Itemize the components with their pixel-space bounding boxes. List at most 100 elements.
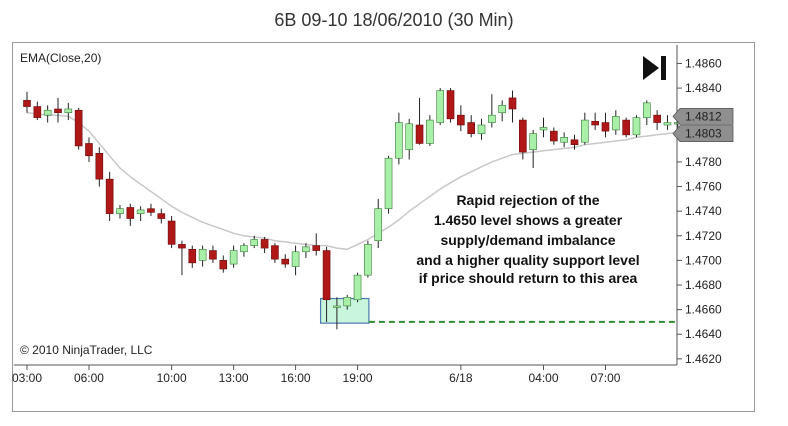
candle-body-down bbox=[415, 124, 424, 144]
candle-body-up bbox=[539, 127, 548, 131]
candle-body-up bbox=[64, 108, 73, 113]
chart-title: 6B 09-10 18/06/2010 (30 Min) bbox=[274, 10, 514, 30]
candle-body-down bbox=[467, 122, 475, 134]
candle-body-down bbox=[653, 114, 661, 123]
candle bbox=[302, 243, 310, 258]
candle bbox=[147, 203, 155, 217]
candle bbox=[260, 237, 269, 253]
candle-body-down bbox=[312, 245, 321, 251]
time-tick-label: 19:00 bbox=[343, 371, 373, 385]
candle-body-down bbox=[601, 122, 610, 132]
candle bbox=[250, 235, 259, 249]
candle bbox=[529, 129, 537, 169]
candle bbox=[374, 198, 383, 249]
candle bbox=[85, 137, 93, 162]
candle bbox=[333, 297, 341, 330]
candle-body-down bbox=[23, 100, 31, 107]
candle bbox=[519, 117, 527, 160]
candle-body-down bbox=[550, 130, 558, 142]
candle-body-up bbox=[374, 208, 383, 241]
candle bbox=[126, 203, 135, 226]
time-tick-label: 07:00 bbox=[590, 371, 620, 385]
candle-body-up bbox=[302, 246, 310, 253]
ema-price-tag-label: 1.4803 bbox=[685, 127, 722, 141]
price-tick-label: 1.4700 bbox=[685, 253, 722, 267]
candle bbox=[353, 272, 362, 303]
candle bbox=[178, 240, 186, 276]
candle-body-up bbox=[353, 274, 362, 301]
candle bbox=[136, 206, 145, 221]
candle bbox=[601, 112, 610, 138]
candle-body-down bbox=[85, 143, 93, 157]
candle-body-down bbox=[271, 245, 279, 260]
candle bbox=[271, 243, 279, 263]
candle-body-up bbox=[229, 250, 238, 265]
candle bbox=[591, 112, 599, 130]
price-tick-label: 1.4680 bbox=[685, 278, 722, 292]
candle-body-up bbox=[498, 105, 506, 113]
candle-body-down bbox=[95, 153, 104, 180]
candle bbox=[281, 254, 290, 268]
candle-body-up bbox=[384, 157, 393, 209]
text-layer: EMA(Close,20) © 2010 NinjaTrader, LLC bbox=[20, 51, 153, 357]
candle bbox=[457, 105, 465, 132]
price-tags: 1.4803 1.4812 bbox=[672, 107, 734, 143]
candle bbox=[23, 91, 31, 113]
candle bbox=[54, 97, 62, 123]
candle bbox=[219, 255, 228, 273]
last-price-tag-shape bbox=[672, 107, 734, 125]
candle-body-up bbox=[198, 249, 207, 261]
candle-body-down bbox=[281, 258, 290, 265]
time-tick-label: 03:00 bbox=[12, 371, 42, 385]
candle bbox=[384, 155, 393, 214]
candle-body-up bbox=[436, 90, 445, 123]
candle-body-down bbox=[260, 239, 269, 249]
candle-body-down bbox=[105, 178, 114, 214]
candle-body-up bbox=[560, 137, 568, 143]
candle bbox=[663, 115, 672, 130]
price-tick-label: 1.4720 bbox=[685, 229, 722, 243]
time-tick-label: 13:00 bbox=[219, 371, 249, 385]
candle-body-up bbox=[364, 244, 372, 276]
candle-body-up bbox=[333, 305, 341, 308]
annotation-line: and a higher quality support level bbox=[416, 252, 639, 268]
candle bbox=[188, 245, 197, 268]
candle-body-down bbox=[322, 250, 331, 301]
candle bbox=[446, 88, 455, 123]
play-to-end-icon[interactable] bbox=[643, 56, 666, 80]
candle bbox=[343, 294, 352, 310]
price-tick-label: 1.4760 bbox=[685, 180, 722, 194]
candle bbox=[229, 245, 238, 268]
candle bbox=[157, 208, 166, 224]
price-tick-label: 1.4840 bbox=[685, 81, 722, 95]
candle-layer bbox=[23, 88, 682, 330]
highlight-layer bbox=[319, 297, 675, 324]
annotation-line: if price should return to this area bbox=[419, 270, 638, 286]
candle-body-down bbox=[74, 109, 83, 147]
candle bbox=[209, 245, 217, 263]
candle-body-up bbox=[43, 109, 52, 116]
time-tick-label: 10:00 bbox=[157, 371, 187, 385]
candle bbox=[105, 171, 114, 221]
copyright-label: © 2010 NinjaTrader, LLC bbox=[20, 343, 153, 357]
candle-body-up bbox=[663, 122, 672, 126]
candle bbox=[570, 134, 579, 150]
candle-body-up bbox=[581, 119, 589, 143]
annotation-line: 1.4650 level shows a greater bbox=[434, 212, 623, 228]
candle-body-down bbox=[54, 108, 62, 113]
candle-body-up bbox=[240, 245, 248, 253]
candle-body-up bbox=[250, 239, 259, 246]
play-bar bbox=[661, 56, 666, 80]
candle-body-down bbox=[33, 106, 42, 118]
candle bbox=[405, 118, 414, 160]
candle bbox=[560, 132, 568, 148]
ema-price-tag-shape bbox=[672, 125, 734, 143]
candle bbox=[508, 90, 517, 123]
candle bbox=[498, 100, 506, 122]
candle bbox=[436, 88, 445, 125]
candle-body-up bbox=[632, 117, 641, 136]
annotation-line: Rapid rejection of the bbox=[456, 192, 599, 208]
price-tick-label: 1.4660 bbox=[685, 303, 722, 317]
candle bbox=[612, 110, 620, 135]
candle-body-up bbox=[612, 116, 620, 131]
